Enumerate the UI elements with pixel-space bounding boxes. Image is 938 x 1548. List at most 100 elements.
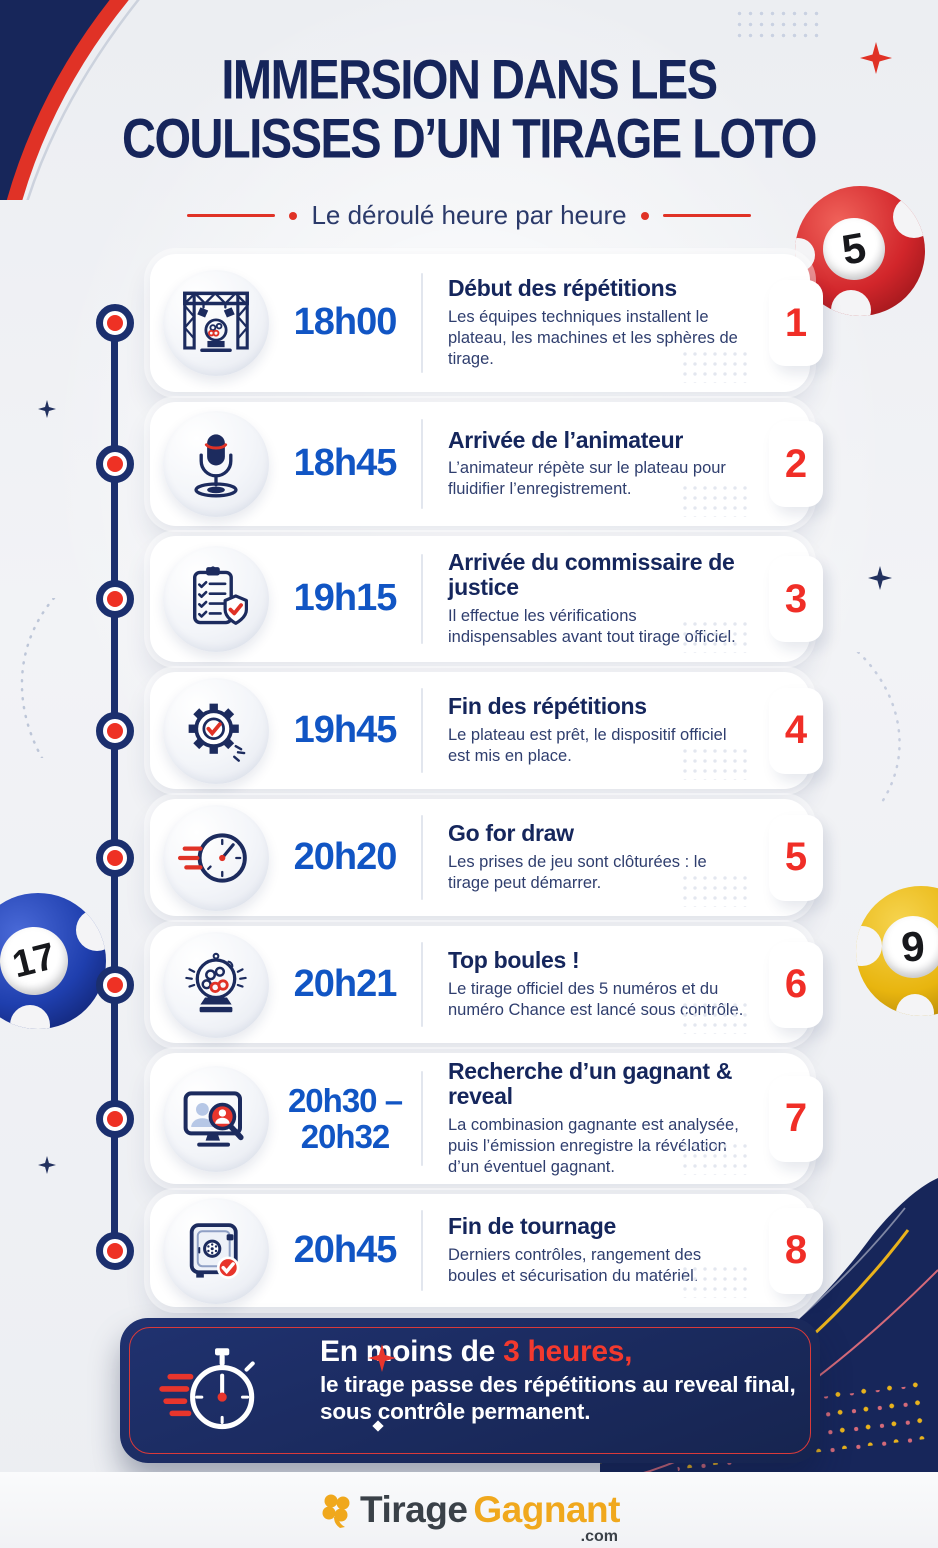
- step-title: Go for draw: [448, 820, 574, 847]
- clover-icon: [322, 1494, 350, 1528]
- subtitle-dot-right: [640, 211, 649, 220]
- card-dot-grid: [680, 873, 752, 907]
- timeline-step-5: 20h20 Go for draw Les prises de jeu sont…: [96, 799, 823, 916]
- sparkle-icon: [38, 1156, 56, 1174]
- card-dot-grid: [680, 349, 752, 383]
- sparkle-icon: [868, 566, 892, 590]
- timeline-node-core: [107, 1110, 123, 1127]
- step-number: 7: [784, 1096, 808, 1140]
- step-time: 20h45: [293, 1228, 398, 1271]
- step-number: 2: [784, 441, 808, 486]
- brand-name-second: Gagnant: [473, 1489, 620, 1530]
- step-title: Arrivée de l’animateur: [448, 426, 684, 453]
- card-dot-grid: [680, 1000, 752, 1034]
- step-time: 20h21: [293, 962, 398, 1005]
- timeline-node-core: [107, 722, 123, 739]
- step-number-badge: 8: [769, 1207, 823, 1294]
- step-number: 8: [784, 1228, 808, 1272]
- timeline-node-core: [107, 1242, 123, 1259]
- timeline-node-core: [107, 849, 123, 866]
- step-number-badge: 7: [769, 1075, 823, 1162]
- timeline-node-core: [107, 591, 123, 607]
- stopwatch-icon: [158, 1336, 270, 1453]
- timeline-step-8: 20h45 Fin de tournage Derniers contrôles…: [96, 1194, 823, 1307]
- timeline-node: [96, 580, 134, 618]
- ball-patch: [856, 926, 882, 966]
- dashed-curve-decoration: [20, 598, 56, 758]
- step-title: Fin de tournage: [448, 1213, 617, 1240]
- step-number-badge: 2: [769, 421, 823, 507]
- page-title: IMMERSION DANS LES COULISSES D’UN TIRAGE…: [0, 50, 938, 168]
- timeline-node-core: [107, 976, 123, 993]
- footer: Tirage Gagnant .com: [0, 1472, 938, 1548]
- step-time: 18h00: [293, 301, 398, 344]
- timeline-node-core: [107, 315, 123, 331]
- summary-banner: En moins de 3 heures, le tirage passe de…: [120, 1318, 820, 1463]
- timeline-node: [96, 711, 134, 750]
- timeline-node: [96, 304, 134, 342]
- sparkle-icon: [368, 1344, 396, 1372]
- step-time: 19h15: [293, 577, 398, 620]
- ball-number: 9: [879, 913, 938, 981]
- timeline-step-2: 18h45 Arrivée de l’animateur L’animateur…: [96, 402, 823, 526]
- brand-logo: Tirage Gagnant .com: [318, 1489, 620, 1545]
- ball-number: 17: [0, 919, 76, 1003]
- ball-patch: [896, 994, 934, 1016]
- step-number-badge: 1: [769, 280, 823, 366]
- summary-line1-highlight: 3 heures,: [503, 1335, 633, 1368]
- timeline-node: [96, 1099, 134, 1138]
- step-number-badge: 6: [769, 941, 823, 1028]
- card-dot-grid: [680, 619, 752, 653]
- sparkle-icon: [38, 400, 56, 418]
- timeline-node: [96, 445, 134, 483]
- top-right-dot-grid: [734, 8, 820, 40]
- draw-machine-icon: [163, 931, 269, 1038]
- step-number-badge: 5: [769, 814, 823, 901]
- ball-patch: [831, 290, 871, 316]
- subtitle-line-right: [662, 214, 751, 217]
- step-number: 4: [784, 708, 808, 752]
- summary-line2: le tirage passe des répétitions au revea…: [320, 1372, 796, 1397]
- step-time: 18h45: [293, 442, 398, 485]
- timeline-node: [96, 838, 134, 877]
- ball-patch: [76, 909, 106, 951]
- gear-check-icon: [163, 677, 269, 784]
- step-number: 6: [784, 962, 808, 1006]
- timeline-node: [96, 965, 134, 1004]
- card-dot-grid: [680, 483, 752, 517]
- timeline-node-core: [107, 456, 123, 472]
- timeline-step-1: 18h00 Début des répétitions Les équipes …: [96, 254, 823, 392]
- step-title: Recherche d’un gagnant & reveal: [448, 1057, 733, 1110]
- card-dot-grid: [680, 1141, 752, 1175]
- timeline-cards: 18h00 Début des répétitions Les équipes …: [96, 254, 823, 1307]
- timeline-step-7: 20h30 – 20h32 Recherche d’un gagnant & r…: [96, 1053, 823, 1184]
- step-number: 1: [784, 300, 808, 345]
- timeline-step-4: 19h45 Fin des répétitions Le plateau est…: [96, 672, 823, 789]
- step-number-badge: 3: [769, 556, 823, 642]
- card-dot-grid: [680, 1264, 752, 1298]
- timeline-node: [96, 1231, 134, 1270]
- summary-line1-prefix: En moins de: [320, 1335, 504, 1368]
- step-time: 19h45: [293, 708, 398, 751]
- page-subtitle: Le déroulé heure par heure: [311, 200, 627, 230]
- subtitle-dot-left: [289, 211, 298, 220]
- step-number: 5: [784, 835, 808, 879]
- step-time: 20h20: [293, 835, 398, 878]
- step-title: Top boules !: [448, 947, 580, 974]
- card-dot-grid: [680, 746, 752, 780]
- corner-ribbon-decoration: [0, 0, 140, 200]
- summary-line3: sous contrôle permanent.: [320, 1399, 591, 1424]
- page-title-line2: COULISSES D’UN TIRAGE LOTO: [122, 106, 817, 169]
- microphone-icon: [163, 411, 269, 517]
- speed-clock-icon: [163, 804, 269, 911]
- step-time: 20h30 – 20h32: [287, 1081, 403, 1155]
- page-title-line1: IMMERSION DANS LES: [221, 47, 718, 111]
- ball-patch: [10, 1005, 50, 1029]
- subtitle-line-left: [187, 214, 276, 217]
- timeline-step-6: 20h21 Top boules ! Le tirage officiel de…: [96, 926, 823, 1043]
- timeline-step-3: 19h15 Arrivée du commissaire de justice …: [96, 536, 823, 662]
- sparkle-icon: [860, 42, 892, 74]
- step-title: Début des répétitions: [448, 274, 677, 301]
- step-title: Fin des répétitions: [448, 693, 647, 720]
